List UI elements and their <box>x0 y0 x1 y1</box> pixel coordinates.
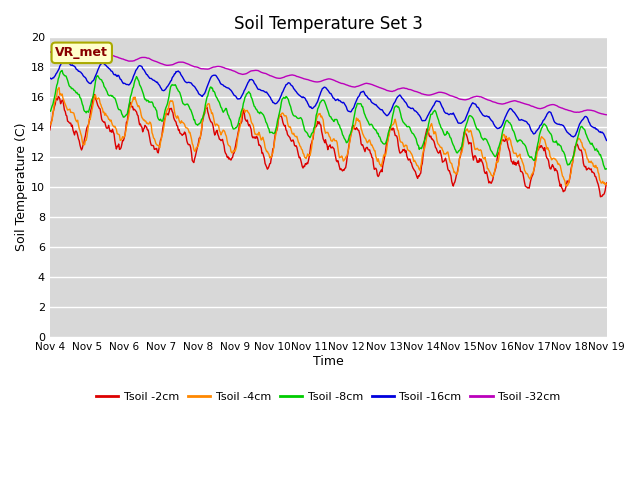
Tsoil -8cm <box>46 108 54 114</box>
Tsoil -32cm <box>114 54 122 60</box>
Tsoil -32cm <box>200 66 208 72</box>
Tsoil -2cm <box>56 96 63 102</box>
Tsoil -8cm <box>58 68 66 73</box>
Tsoil -32cm <box>397 85 404 91</box>
Line: Tsoil -16cm: Tsoil -16cm <box>50 59 607 141</box>
Line: Tsoil -32cm: Tsoil -32cm <box>50 49 607 115</box>
Tsoil -32cm <box>56 49 63 55</box>
Tsoil -4cm <box>563 183 571 189</box>
Y-axis label: Soil Temperature (C): Soil Temperature (C) <box>15 123 28 252</box>
Tsoil -8cm <box>397 111 404 117</box>
Tsoil -4cm <box>413 163 420 168</box>
Tsoil -4cm <box>46 123 54 129</box>
Tsoil -2cm <box>200 112 208 118</box>
Tsoil -2cm <box>171 117 179 122</box>
Tsoil -2cm <box>114 144 122 149</box>
Line: Tsoil -2cm: Tsoil -2cm <box>50 95 607 197</box>
Tsoil -2cm <box>397 150 404 156</box>
Tsoil -2cm <box>46 127 54 133</box>
Tsoil -4cm <box>57 91 65 96</box>
Tsoil -4cm <box>200 110 208 116</box>
Tsoil -4cm <box>114 131 122 137</box>
Tsoil -4cm <box>603 182 611 188</box>
Line: Tsoil -4cm: Tsoil -4cm <box>50 88 607 186</box>
Tsoil -8cm <box>603 166 611 172</box>
Tsoil -32cm <box>46 49 54 55</box>
Tsoil -8cm <box>171 82 179 88</box>
Tsoil -16cm <box>397 93 404 99</box>
Tsoil -8cm <box>114 105 122 111</box>
X-axis label: Time: Time <box>313 355 344 368</box>
Tsoil -2cm <box>596 194 604 200</box>
Tsoil -8cm <box>200 111 208 117</box>
Tsoil -8cm <box>601 166 609 172</box>
Tsoil -32cm <box>171 61 179 67</box>
Tsoil -2cm <box>91 92 99 97</box>
Tsoil -16cm <box>171 71 179 77</box>
Tsoil -32cm <box>413 89 420 95</box>
Tsoil -4cm <box>55 85 63 91</box>
Tsoil -4cm <box>397 139 404 145</box>
Tsoil -16cm <box>200 91 208 97</box>
Tsoil -16cm <box>114 72 122 78</box>
Tsoil -16cm <box>603 138 611 144</box>
Tsoil -32cm <box>603 112 611 118</box>
Title: Soil Temperature Set 3: Soil Temperature Set 3 <box>234 15 422 33</box>
Text: VR_met: VR_met <box>55 47 108 60</box>
Tsoil -32cm <box>64 46 72 52</box>
Tsoil -16cm <box>61 56 69 62</box>
Tsoil -16cm <box>413 109 420 115</box>
Tsoil -4cm <box>171 108 179 114</box>
Tsoil -8cm <box>413 139 420 145</box>
Tsoil -2cm <box>413 174 420 180</box>
Line: Tsoil -8cm: Tsoil -8cm <box>50 71 607 169</box>
Tsoil -16cm <box>46 76 54 82</box>
Tsoil -8cm <box>56 71 63 76</box>
Tsoil -2cm <box>603 180 611 186</box>
Tsoil -16cm <box>56 63 63 69</box>
Legend: Tsoil -2cm, Tsoil -4cm, Tsoil -8cm, Tsoil -16cm, Tsoil -32cm: Tsoil -2cm, Tsoil -4cm, Tsoil -8cm, Tsoi… <box>92 388 565 407</box>
